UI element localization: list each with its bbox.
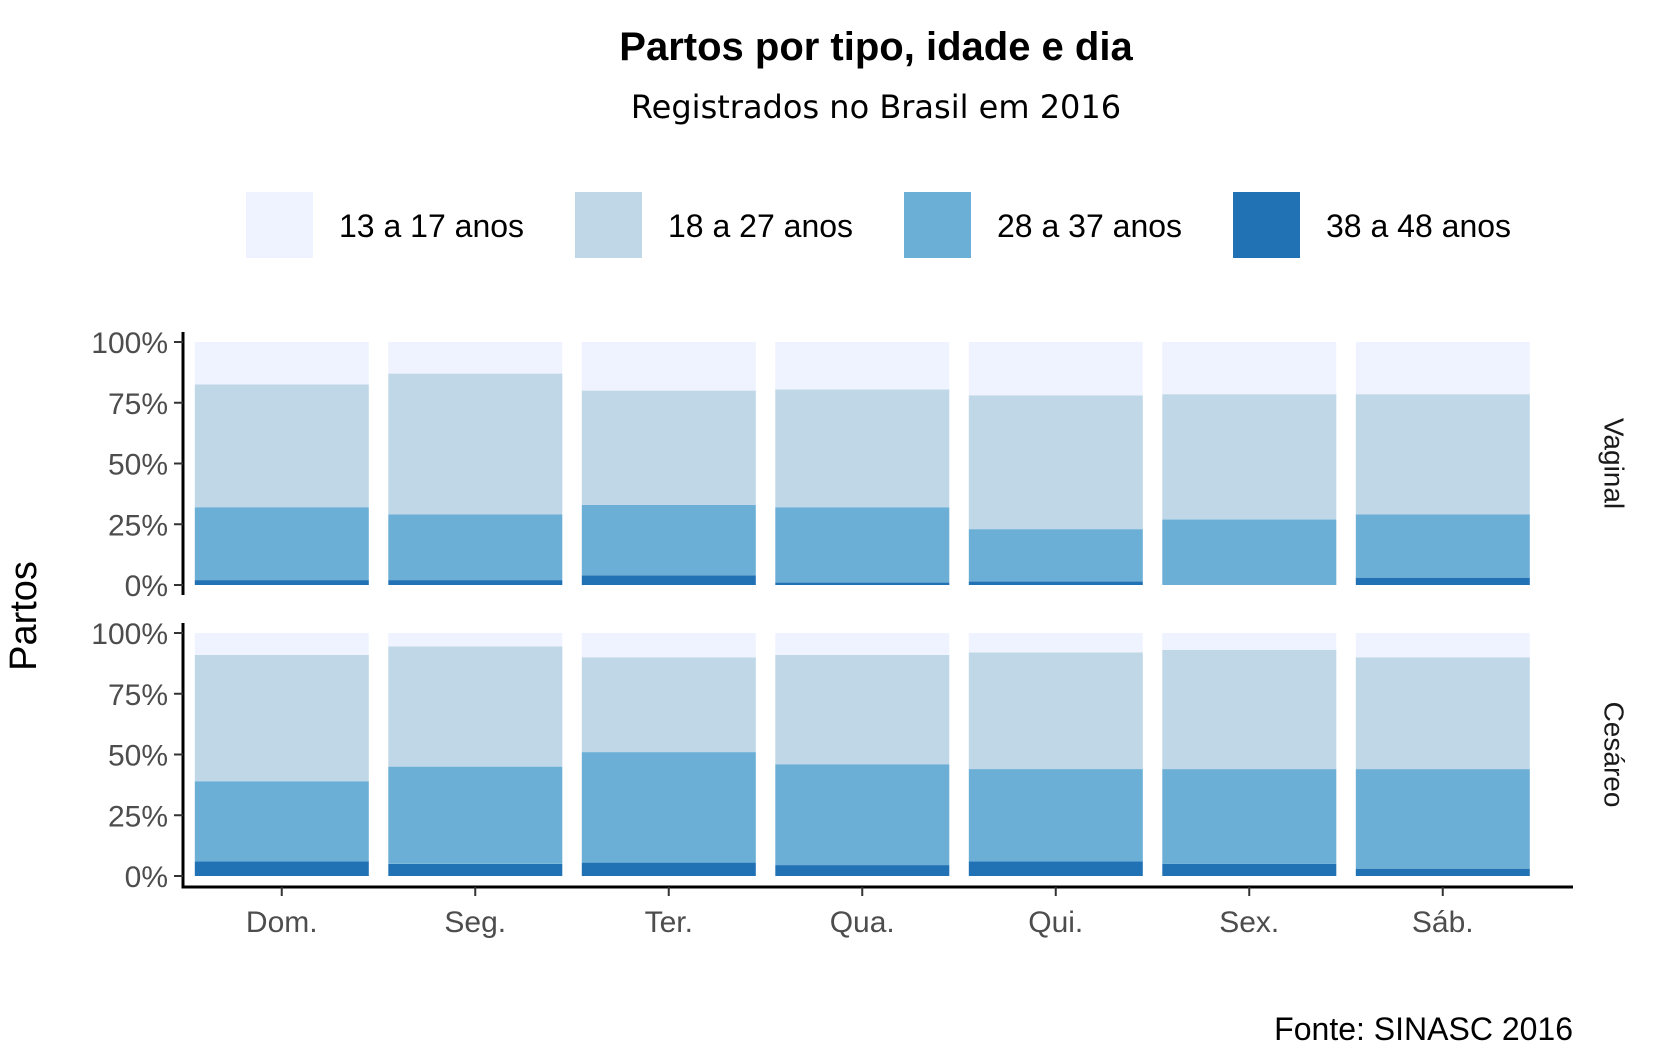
bar-segment-cesareo-5-4 — [968, 633, 1143, 653]
bar-segment-vaginal-5-2 — [968, 529, 1143, 582]
bar-segment-cesareo-1-2 — [194, 781, 369, 862]
bar-segment-vaginal-6-4 — [1162, 342, 1337, 395]
bar-segment-cesareo-1-1 — [194, 861, 369, 876]
y-tick-label-2-5: 100% — [91, 618, 168, 651]
bar-segment-vaginal-1-3 — [194, 384, 369, 508]
panel-vaginal — [194, 342, 1530, 585]
x-tick-label-2: Seg. — [444, 906, 506, 939]
bar-segment-cesareo-3-1 — [581, 862, 756, 876]
y-tick-label-1-2: 25% — [108, 509, 168, 542]
x-tick-label-5: Qui. — [1028, 906, 1083, 939]
bar-segment-vaginal-4-2 — [775, 507, 950, 583]
bar-segment-vaginal-3-3 — [581, 390, 756, 505]
legend-swatch-3 — [904, 192, 971, 258]
legend-swatch-1 — [246, 192, 313, 258]
bar-segment-cesareo-4-4 — [775, 633, 950, 655]
bar-segment-cesareo-1-4 — [194, 633, 369, 655]
bar-segment-cesareo-7-1 — [1355, 868, 1530, 876]
caption: Fonte: SINASC 2016 — [1274, 1011, 1573, 1047]
legend-swatch-2 — [575, 192, 642, 258]
bar-segment-vaginal-5-4 — [968, 342, 1143, 396]
facet-strip-label-2: Cesáreo — [1599, 702, 1630, 808]
bar-segment-cesareo-2-3 — [388, 646, 563, 767]
y-tick-label-1-5: 100% — [91, 327, 168, 360]
bar-segment-cesareo-4-1 — [775, 865, 950, 876]
bar-segment-vaginal-3-1 — [581, 575, 756, 585]
bar-segment-cesareo-3-4 — [581, 633, 756, 658]
facet-strip-label-1: Vaginal — [1599, 418, 1630, 509]
legend-label-4: 38 a 48 anos — [1326, 208, 1511, 244]
legend: 13 a 17 anos 18 a 27 anos 28 a 37 anos 38 a… — [246, 192, 1511, 258]
bar-segment-vaginal-6-2 — [1162, 519, 1337, 585]
y-tick-label-2-3: 50% — [108, 740, 168, 773]
bar-segment-vaginal-7-1 — [1355, 577, 1530, 585]
bar-segment-vaginal-1-2 — [194, 507, 369, 581]
panel-cesareo — [194, 633, 1530, 876]
bar-segment-vaginal-2-2 — [388, 514, 563, 581]
bar-segment-cesareo-5-3 — [968, 652, 1143, 769]
legend-label-3: 28 a 37 anos — [997, 208, 1182, 244]
legend-label-2: 18 a 27 anos — [668, 208, 853, 244]
y-tick-label-1-1: 0% — [125, 570, 168, 603]
bar-segment-cesareo-5-2 — [968, 769, 1143, 862]
bar-segment-vaginal-7-4 — [1355, 342, 1530, 395]
x-tick-label-1: Dom. — [246, 906, 318, 939]
legend-label-1: 13 a 17 anos — [339, 208, 524, 244]
x-tick-label-3: Ter. — [645, 906, 693, 939]
y-tick-label-2-2: 25% — [108, 800, 168, 833]
bar-segment-cesareo-2-1 — [388, 863, 563, 876]
bar-segment-cesareo-4-3 — [775, 654, 950, 765]
bar-segment-vaginal-6-3 — [1162, 394, 1337, 520]
y-axis-label: Partos — [3, 561, 45, 671]
bar-segment-vaginal-2-3 — [388, 373, 563, 515]
chart-subtitle: Registrados no Brasil em 2016 — [631, 88, 1121, 126]
axes: 0% 25% 50% 75% 100% Vaginal 0% 25% 50% 75% 100% Ces… — [91, 327, 1629, 939]
y-tick-label-1-4: 75% — [108, 388, 168, 421]
bar-segment-vaginal-3-4 — [581, 342, 756, 391]
bar-segment-vaginal-4-3 — [775, 389, 950, 508]
bar-segment-cesareo-6-2 — [1162, 769, 1337, 864]
bar-segment-cesareo-6-1 — [1162, 863, 1337, 876]
bar-segment-vaginal-5-1 — [968, 581, 1143, 585]
y-tick-label-2-4: 75% — [108, 679, 168, 712]
bar-segment-cesareo-7-4 — [1355, 633, 1530, 658]
x-tick-label-6: Sex. — [1219, 906, 1279, 939]
y-tick-label-1-3: 50% — [108, 449, 168, 482]
bar-segment-vaginal-7-3 — [1355, 394, 1530, 515]
bar-segment-vaginal-2-1 — [388, 580, 563, 585]
bar-segment-vaginal-4-4 — [775, 342, 950, 390]
legend-swatch-4 — [1233, 192, 1300, 258]
bar-segment-vaginal-4-1 — [775, 582, 950, 585]
bar-segment-vaginal-3-2 — [581, 504, 756, 576]
bar-segment-cesareo-2-4 — [388, 633, 563, 647]
bar-segment-cesareo-6-4 — [1162, 633, 1337, 650]
bar-segment-vaginal-5-3 — [968, 395, 1143, 530]
x-tick-label-7: Sáb. — [1412, 906, 1474, 939]
bar-segment-cesareo-7-3 — [1355, 657, 1530, 770]
chart-title: Partos por tipo, idade e dia — [619, 25, 1133, 69]
bar-segment-cesareo-6-3 — [1162, 650, 1337, 770]
plot-panels — [194, 342, 1530, 876]
x-tick-label-4: Qua. — [830, 906, 895, 939]
bar-segment-vaginal-1-4 — [194, 342, 369, 385]
bar-segment-cesareo-2-2 — [388, 766, 563, 864]
bar-segment-cesareo-5-1 — [968, 861, 1143, 876]
bar-segment-vaginal-2-4 — [388, 342, 563, 374]
bar-segment-cesareo-7-2 — [1355, 769, 1530, 869]
y-tick-label-2-1: 0% — [125, 861, 168, 894]
bar-segment-cesareo-3-3 — [581, 657, 756, 753]
bar-segment-vaginal-7-2 — [1355, 514, 1530, 578]
bar-segment-cesareo-1-3 — [194, 654, 369, 782]
bar-segment-cesareo-3-2 — [581, 752, 756, 863]
bar-segment-cesareo-4-2 — [775, 764, 950, 865]
bar-segment-vaginal-1-1 — [194, 580, 369, 585]
